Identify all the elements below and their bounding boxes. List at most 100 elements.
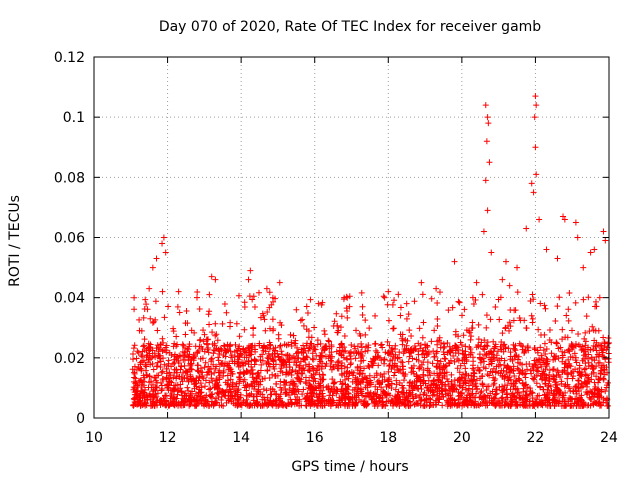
data-point	[249, 296, 256, 303]
x-tick-label: 20	[453, 430, 471, 446]
data-point	[531, 345, 538, 352]
data-point	[501, 341, 508, 348]
data-point	[338, 313, 345, 320]
data-point	[209, 378, 216, 385]
data-point	[299, 316, 306, 323]
x-tick-label: 22	[527, 430, 545, 446]
y-tick-label: 0.06	[54, 231, 85, 247]
data-point	[182, 331, 189, 338]
data-point	[462, 343, 469, 350]
data-point	[501, 382, 508, 389]
x-tick-label: 18	[379, 430, 397, 446]
x-axis-label: GPS time / hours	[291, 459, 408, 475]
data-point	[475, 321, 482, 328]
grid-lines	[94, 57, 609, 418]
data-point	[262, 327, 269, 334]
data-point	[278, 387, 285, 394]
data-point	[566, 290, 573, 297]
data-point	[524, 366, 531, 373]
y-tick-label: 0.12	[54, 50, 85, 66]
data-point	[184, 384, 191, 391]
data-point	[490, 338, 497, 345]
data-point	[242, 360, 249, 367]
data-point	[186, 341, 193, 348]
y-tick-label: 0.04	[54, 291, 85, 307]
data-point	[260, 386, 267, 393]
data-point	[299, 391, 306, 398]
data-point	[194, 289, 201, 296]
data-point	[133, 366, 140, 373]
data-point	[575, 330, 582, 337]
data-point	[499, 330, 506, 337]
data-point	[571, 350, 578, 357]
data-point	[278, 351, 285, 358]
x-tick-label: 14	[232, 430, 250, 446]
data-point	[558, 378, 565, 385]
data-point	[439, 402, 446, 409]
data-point	[310, 356, 317, 363]
data-point	[362, 348, 369, 355]
data-point	[582, 329, 589, 336]
data-point	[542, 305, 549, 312]
data-point	[309, 350, 316, 357]
data-point	[498, 395, 505, 402]
chart-title: Day 070 of 2020, Rate Of TEC Index for r…	[159, 19, 541, 35]
x-tick-label: 16	[306, 430, 324, 446]
y-tick-label: 0	[76, 411, 85, 427]
x-tick-label: 10	[85, 430, 103, 446]
data-point	[493, 387, 500, 394]
data-point	[510, 341, 517, 348]
data-point	[328, 358, 335, 365]
data-point	[389, 301, 396, 308]
data-point	[593, 373, 600, 380]
data-point	[358, 344, 365, 351]
y-tick-label: 0.02	[54, 351, 85, 367]
data-point	[451, 358, 458, 365]
data-point	[201, 331, 208, 338]
data-point	[239, 359, 246, 366]
data-point	[484, 371, 491, 378]
data-point	[170, 325, 177, 332]
data-point	[133, 355, 140, 362]
data-point	[347, 353, 354, 360]
data-point	[393, 377, 400, 384]
data-point	[550, 373, 557, 380]
data-point	[424, 367, 431, 374]
y-axis-label: ROTI / TECUs	[7, 195, 23, 287]
data-point	[261, 316, 268, 323]
data-point	[361, 365, 368, 372]
data-point	[254, 388, 261, 395]
data-point	[232, 341, 239, 348]
data-point	[506, 327, 513, 334]
data-point	[269, 316, 276, 323]
data-point	[386, 342, 393, 349]
data-point	[206, 308, 213, 315]
data-point	[349, 378, 356, 385]
data-point	[294, 344, 301, 351]
data-point	[411, 298, 418, 305]
data-point	[468, 333, 475, 340]
data-point	[397, 312, 404, 319]
data-point	[495, 296, 502, 303]
data-point	[317, 340, 324, 347]
data-point	[277, 384, 284, 391]
data-point	[158, 369, 165, 376]
data-point	[399, 331, 406, 338]
data-point	[391, 372, 398, 379]
x-tick-label: 24	[600, 430, 618, 446]
data-point	[555, 345, 562, 352]
data-point	[140, 357, 147, 364]
data-point	[266, 304, 273, 311]
data-point	[310, 365, 317, 372]
data-point	[358, 289, 365, 296]
y-tick-label: 0.08	[54, 170, 85, 186]
data-point	[206, 386, 213, 393]
data-point	[523, 325, 530, 332]
data-point	[479, 291, 486, 298]
data-point	[398, 335, 405, 342]
data-point	[396, 349, 403, 356]
data-point	[461, 306, 468, 313]
data-point	[531, 376, 538, 383]
data-point	[497, 343, 504, 350]
